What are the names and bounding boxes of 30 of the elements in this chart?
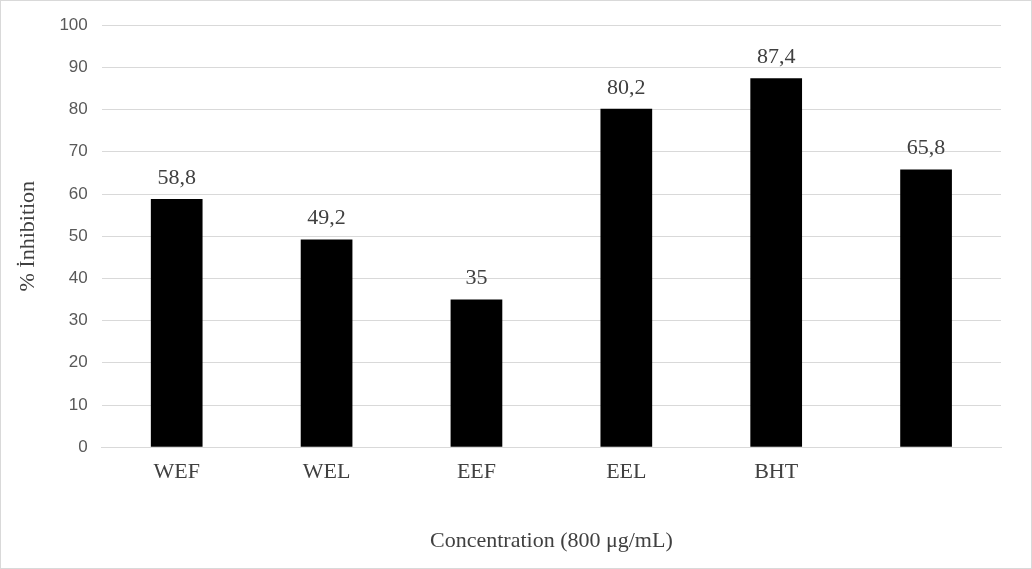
y-tick-label: 90 [68, 57, 88, 77]
x-tick-label: EEF [456, 458, 497, 484]
y-tick-label: 0 [78, 436, 88, 456]
x-axis-title: Concentration (800 μg/mL) [430, 526, 673, 552]
bar [150, 199, 203, 447]
data-label: 87,4 [756, 43, 796, 69]
y-axis-title: % İnhibition [13, 180, 39, 292]
bar [900, 169, 952, 447]
data-label: 49,2 [307, 204, 346, 230]
bar [300, 239, 353, 447]
data-label: 58,8 [157, 163, 196, 189]
data-label: 65,8 [906, 134, 946, 160]
x-tick-label: BHT [754, 458, 799, 484]
y-tick-label: 10 [68, 394, 88, 414]
y-tick-label: 40 [68, 268, 88, 288]
x-tick-label: WEL [302, 458, 351, 484]
y-tick-label: 20 [68, 352, 88, 372]
x-tick-label: WEF [153, 458, 200, 484]
x-tick-label: EEL [606, 458, 647, 484]
data-label: 35 [465, 264, 488, 290]
bar [750, 78, 803, 447]
y-tick-label: 60 [68, 183, 88, 203]
y-tick-label: 30 [68, 310, 88, 330]
data-label: 80,2 [607, 73, 646, 99]
y-tick-label: 70 [68, 141, 88, 161]
y-tick-label: 100 [59, 14, 88, 34]
y-tick-label: 50 [68, 225, 88, 245]
bar [450, 299, 503, 447]
y-tick-label: 80 [68, 99, 88, 119]
bar [600, 108, 653, 447]
